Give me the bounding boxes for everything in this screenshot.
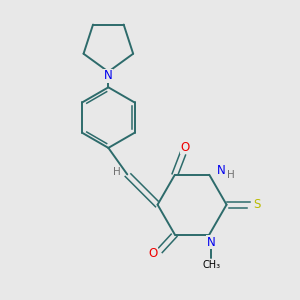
Text: N: N	[104, 70, 113, 83]
Text: O: O	[148, 248, 158, 260]
Text: CH₃: CH₃	[202, 260, 220, 270]
Text: S: S	[254, 198, 261, 211]
Text: O: O	[181, 140, 190, 154]
Text: N: N	[217, 164, 226, 177]
Text: N: N	[207, 236, 216, 249]
Text: H: H	[113, 167, 121, 177]
Text: H: H	[227, 170, 235, 180]
